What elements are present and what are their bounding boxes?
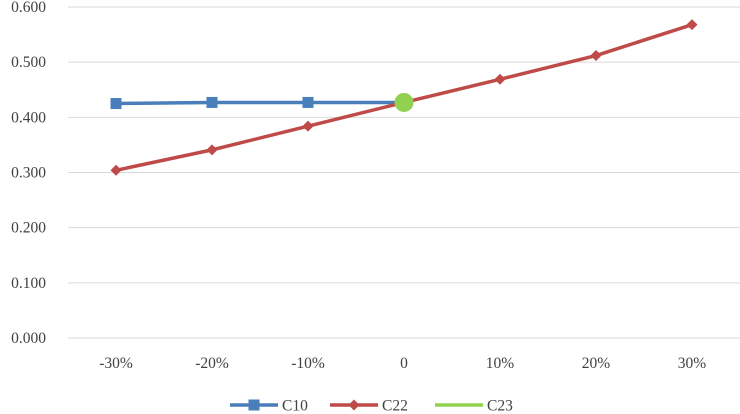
x-axis-ticks: -30% -20% -10% 0 10% 20% 30% bbox=[99, 355, 706, 372]
series-c23 bbox=[394, 92, 414, 112]
x-tick-label: 0 bbox=[400, 355, 408, 372]
x-tick-label: -20% bbox=[195, 355, 229, 372]
x-tick-label: 30% bbox=[678, 355, 707, 372]
series-group bbox=[110, 19, 698, 176]
legend-label: C10 bbox=[282, 398, 308, 414]
data-point bbox=[394, 92, 414, 112]
x-tick-label: -10% bbox=[291, 355, 325, 372]
data-point bbox=[302, 120, 314, 132]
data-point bbox=[206, 96, 218, 108]
y-tick-label: 0.600 bbox=[11, 0, 46, 16]
y-tick-label: 0.100 bbox=[11, 275, 46, 292]
legend-label: C22 bbox=[382, 398, 408, 414]
legend-item-c23: C23 bbox=[435, 398, 513, 414]
series-c10 bbox=[110, 96, 410, 110]
y-tick-label: 0.400 bbox=[11, 109, 46, 126]
data-point bbox=[206, 144, 218, 156]
data-point bbox=[686, 19, 698, 31]
y-tick-label: 0.300 bbox=[11, 165, 46, 182]
data-point bbox=[110, 164, 122, 176]
data-point bbox=[110, 98, 122, 110]
x-tick-label: -30% bbox=[99, 355, 133, 372]
x-tick-label: 20% bbox=[582, 355, 611, 372]
data-point bbox=[248, 399, 260, 411]
y-tick-label: 0.500 bbox=[11, 54, 46, 71]
data-point bbox=[302, 96, 314, 108]
y-tick-label: 0.200 bbox=[11, 220, 46, 237]
gridlines bbox=[68, 6, 740, 339]
series-line bbox=[115, 100, 404, 106]
legend: C10 C22 C23 bbox=[230, 398, 513, 414]
data-point bbox=[590, 50, 602, 62]
legend-item-c10: C10 bbox=[230, 398, 308, 414]
legend-label: C23 bbox=[487, 398, 513, 414]
data-point bbox=[494, 73, 506, 85]
legend-item-c22: C22 bbox=[330, 398, 408, 414]
data-point bbox=[348, 399, 360, 411]
x-tick-label: 10% bbox=[486, 355, 515, 372]
y-tick-label: 0.000 bbox=[11, 330, 46, 347]
y-axis-ticks: 0.000 0.100 0.200 0.300 0.400 0.500 0.600 bbox=[11, 0, 46, 347]
